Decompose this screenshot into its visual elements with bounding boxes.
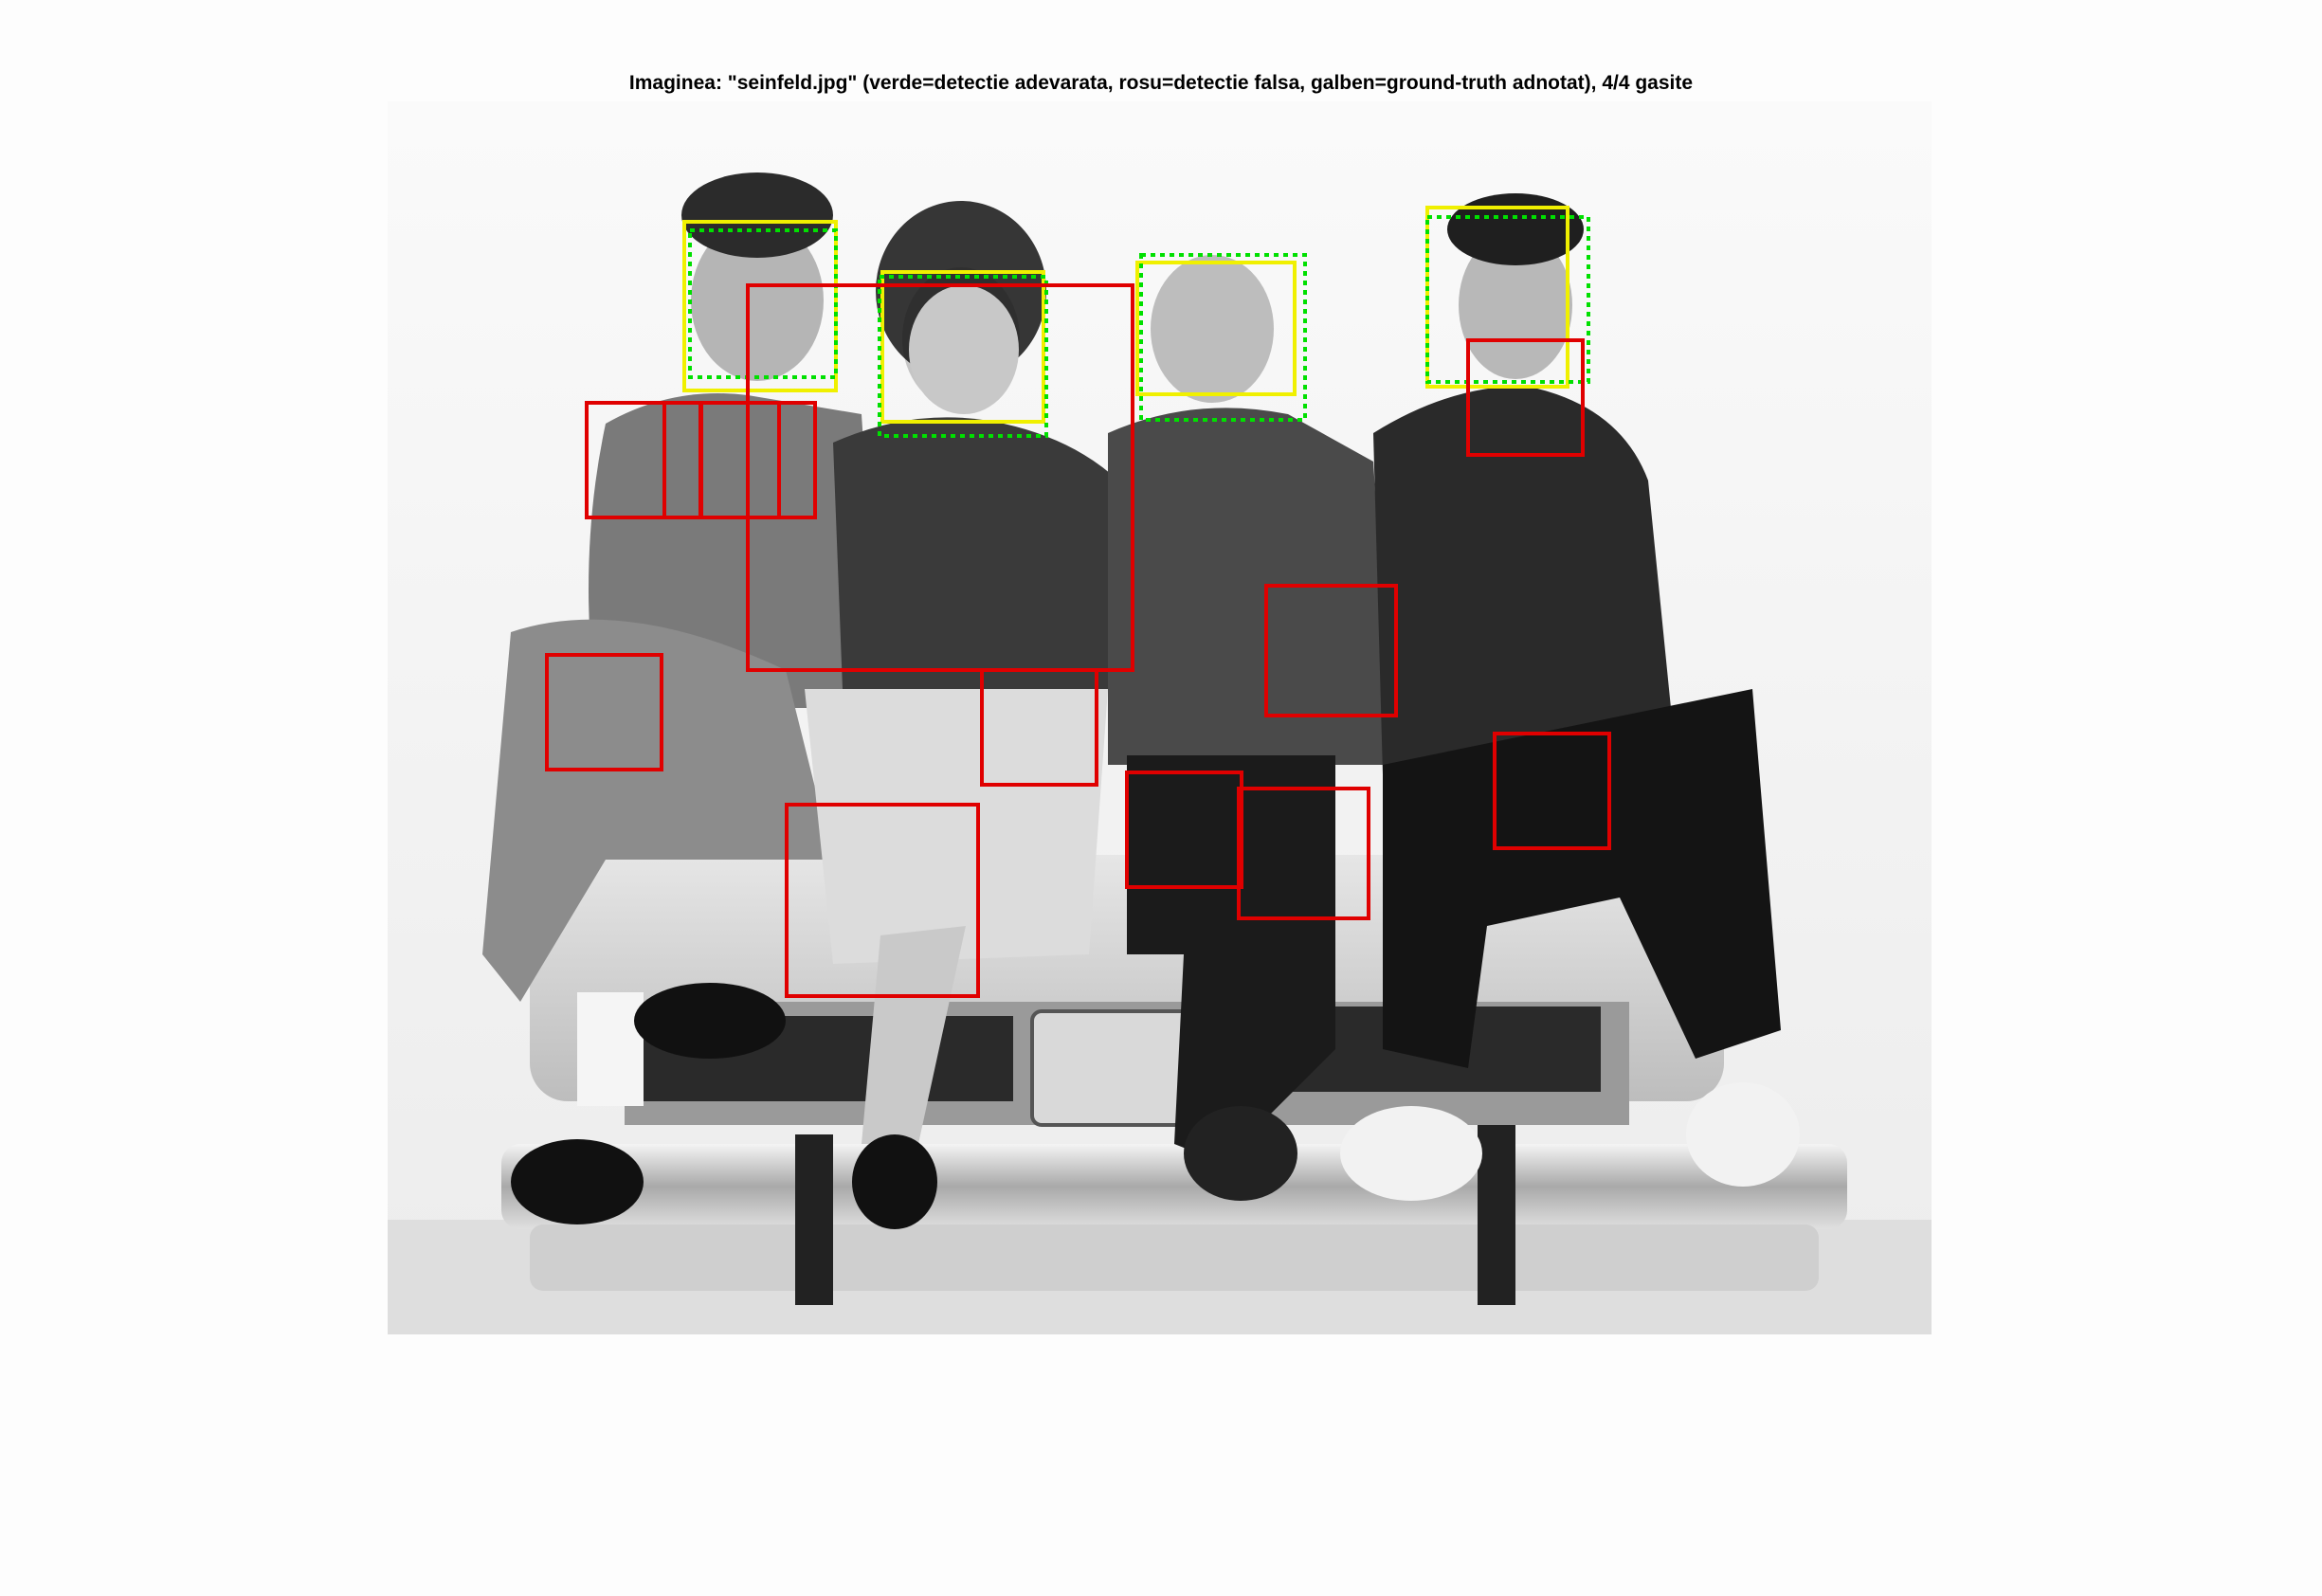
person-4-hair [1447, 193, 1584, 265]
person-1-shoe-2 [634, 983, 786, 1059]
person-1-sock [577, 992, 644, 1106]
false-detection-box [698, 401, 817, 519]
person-4 [1340, 193, 1800, 1201]
true-detection-box [1139, 253, 1307, 422]
figure-title: Imaginea: "seinfeld.jpg" (verde=detectie… [628, 72, 1694, 94]
false-detection-box [1264, 584, 1398, 717]
photo-scene [388, 101, 1932, 1334]
false-detection-box [785, 803, 980, 998]
false-detection-box [1466, 338, 1585, 457]
false-detection-box [1493, 732, 1611, 850]
person-1-face [691, 220, 824, 381]
person-1-pants [482, 619, 833, 1002]
person-2 [805, 201, 1146, 1229]
person-3-face [1151, 255, 1274, 403]
true-detection-box [1425, 215, 1590, 384]
person-1-shoe [511, 1139, 644, 1224]
person-3-shoe [1184, 1106, 1297, 1201]
ground-truth-box [880, 270, 1045, 424]
bumper [501, 1144, 1847, 1229]
true-detection-boxes [688, 215, 1590, 438]
false-detection-boxes [545, 283, 1611, 998]
false-detection-box [746, 283, 1134, 672]
true-detection-box [878, 275, 1048, 438]
ground-truth-box [1135, 261, 1297, 396]
false-detection-box [1237, 787, 1370, 920]
bumper-lower [530, 1224, 1819, 1291]
false-detection-box [980, 668, 1098, 787]
person-2-face-front [909, 285, 1019, 414]
person-4-sneaker-right [1686, 1082, 1800, 1187]
person-4-pants [1383, 689, 1781, 1068]
person-4-sneaker-left [1340, 1106, 1482, 1201]
false-detection-box [1125, 771, 1243, 889]
bumper-guard-left [795, 1134, 833, 1305]
person-4-shirt [1373, 386, 1677, 774]
person-2-legs [862, 926, 966, 1144]
true-detection-box [688, 228, 838, 379]
person-3 [1108, 255, 1392, 1201]
person-3-shirt [1108, 408, 1392, 765]
person-1 [482, 172, 880, 1224]
bumper-guard-right [1478, 1125, 1515, 1305]
person-2-skirt [805, 689, 1108, 964]
person-3-pants [1127, 755, 1335, 1163]
image-axes [388, 101, 1932, 1334]
false-detection-box [545, 653, 663, 771]
person-2-jacket [833, 417, 1146, 689]
person-2-shoe [852, 1134, 937, 1229]
person-1-hair [681, 172, 833, 258]
